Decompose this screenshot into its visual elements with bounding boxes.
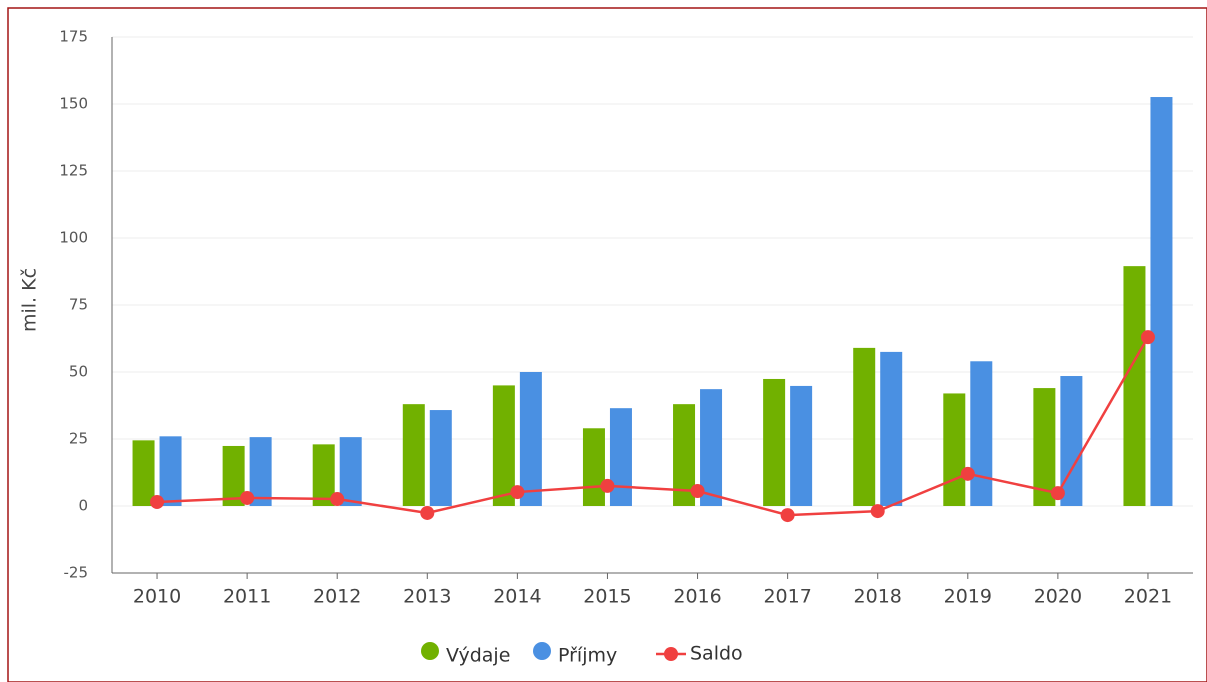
bar [790, 385, 813, 506]
point [240, 490, 255, 505]
x-tick-label: 2020 [1034, 586, 1082, 608]
y-tick-label: -25 [64, 564, 89, 582]
x-tick-label: 2021 [1124, 586, 1172, 608]
bar [1060, 376, 1083, 506]
bar [853, 347, 876, 506]
x-tick-label: 2010 [133, 586, 181, 608]
bar [339, 437, 362, 506]
x-tick-label: 2019 [944, 586, 992, 608]
point [420, 505, 435, 520]
x-tick-label: 2016 [673, 586, 721, 608]
bar [582, 428, 605, 506]
y-tick-label: 175 [59, 28, 88, 46]
line [156, 336, 1150, 517]
y-tick-label: 75 [69, 296, 88, 314]
bar [1150, 97, 1173, 507]
bar [402, 404, 425, 506]
bar [249, 437, 272, 506]
x-tick-label: 2013 [403, 586, 451, 608]
bar [970, 361, 993, 506]
point [780, 508, 795, 523]
bar [492, 385, 515, 506]
bar [312, 444, 335, 506]
point [870, 504, 885, 519]
point [1140, 330, 1155, 345]
x-tick-label: 2018 [854, 586, 902, 608]
point [960, 466, 975, 481]
x-tick-label: 2012 [313, 586, 361, 608]
frame [7, 7, 1207, 682]
y-tick-label: 50 [69, 363, 88, 381]
point [1050, 486, 1065, 501]
legend-label: Výdaje [446, 645, 510, 667]
point [690, 483, 705, 498]
x-tick-label: 2014 [493, 586, 541, 608]
bar [132, 440, 155, 506]
legend-symbol [421, 642, 439, 660]
legend-symbol [533, 642, 551, 660]
legend-label: Příjmy [558, 645, 617, 667]
point [330, 492, 345, 507]
bar [763, 378, 786, 506]
bar [943, 393, 966, 506]
y-tick-label: 0 [78, 497, 88, 515]
bar [222, 445, 245, 506]
y-tick-label: 100 [59, 229, 88, 247]
bar [1123, 266, 1146, 506]
y-tick-label: 125 [59, 162, 88, 180]
bar [519, 372, 542, 506]
legend-label: Saldo [690, 643, 743, 665]
bar [700, 389, 723, 506]
x-tick-label: 2015 [583, 586, 631, 608]
bar [880, 351, 903, 506]
bar [609, 408, 632, 506]
legend-symbol [664, 647, 678, 661]
y-axis-label: mil. Kč [19, 268, 41, 332]
point [510, 485, 525, 500]
y-tick-label: 25 [69, 430, 88, 448]
point [600, 478, 615, 493]
bar [159, 436, 182, 506]
bar [429, 410, 452, 506]
point [150, 494, 165, 509]
bar [1033, 388, 1056, 506]
x-tick-label: 2017 [763, 586, 811, 608]
bar [673, 404, 696, 506]
y-tick-label: 150 [59, 95, 88, 113]
x-tick-label: 2011 [223, 586, 271, 608]
